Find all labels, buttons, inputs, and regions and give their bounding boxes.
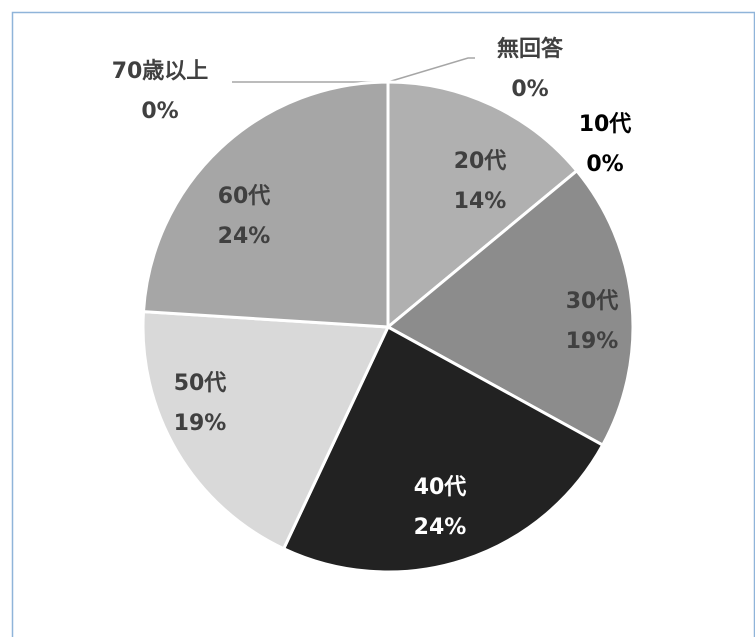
pie-slice — [386, 169, 635, 447]
pie-slice — [386, 80, 579, 329]
slice-label: 50代 — [174, 371, 227, 396]
leader-line — [387, 57, 475, 83]
slice-label: 20代 — [454, 149, 507, 174]
pie-slice — [282, 325, 605, 574]
slice-label: 70歳以上 — [112, 59, 209, 84]
slice-label: 60代 — [218, 184, 271, 209]
slice-value-label: 19% — [174, 411, 227, 436]
slice-value-label: 24% — [218, 224, 271, 249]
slice-label: 30代 — [566, 289, 619, 314]
slice-value-label: 0% — [141, 99, 178, 124]
slice-value-label: 24% — [414, 515, 467, 540]
pie-slice — [141, 80, 390, 329]
pie-slice — [141, 310, 390, 551]
slice-value-label: 0% — [511, 77, 548, 102]
slice-value-label: 19% — [566, 329, 619, 354]
slice-value-label: 14% — [454, 189, 507, 214]
slice-label: 無回答 — [497, 36, 564, 62]
slice-label: 40代 — [414, 475, 467, 500]
slice-label: 10代 — [579, 112, 632, 137]
slice-value-label: 0% — [586, 152, 623, 177]
